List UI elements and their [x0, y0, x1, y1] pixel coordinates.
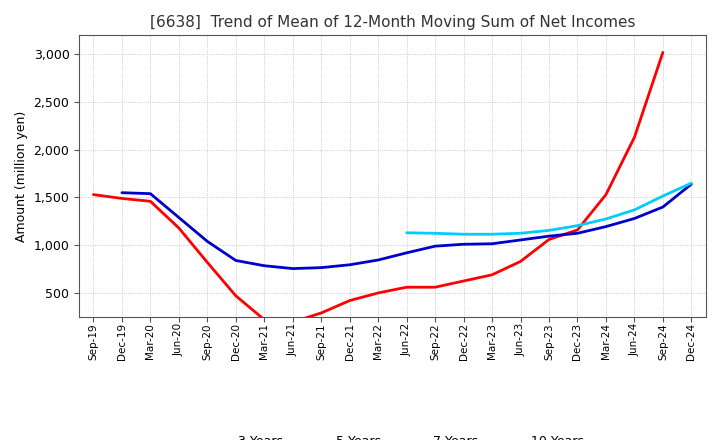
Y-axis label: Amount (million yen): Amount (million yen): [15, 110, 28, 242]
Legend: 3 Years, 5 Years, 7 Years, 10 Years: 3 Years, 5 Years, 7 Years, 10 Years: [196, 430, 589, 440]
Title: [6638]  Trend of Mean of 12-Month Moving Sum of Net Incomes: [6638] Trend of Mean of 12-Month Moving …: [150, 15, 635, 30]
